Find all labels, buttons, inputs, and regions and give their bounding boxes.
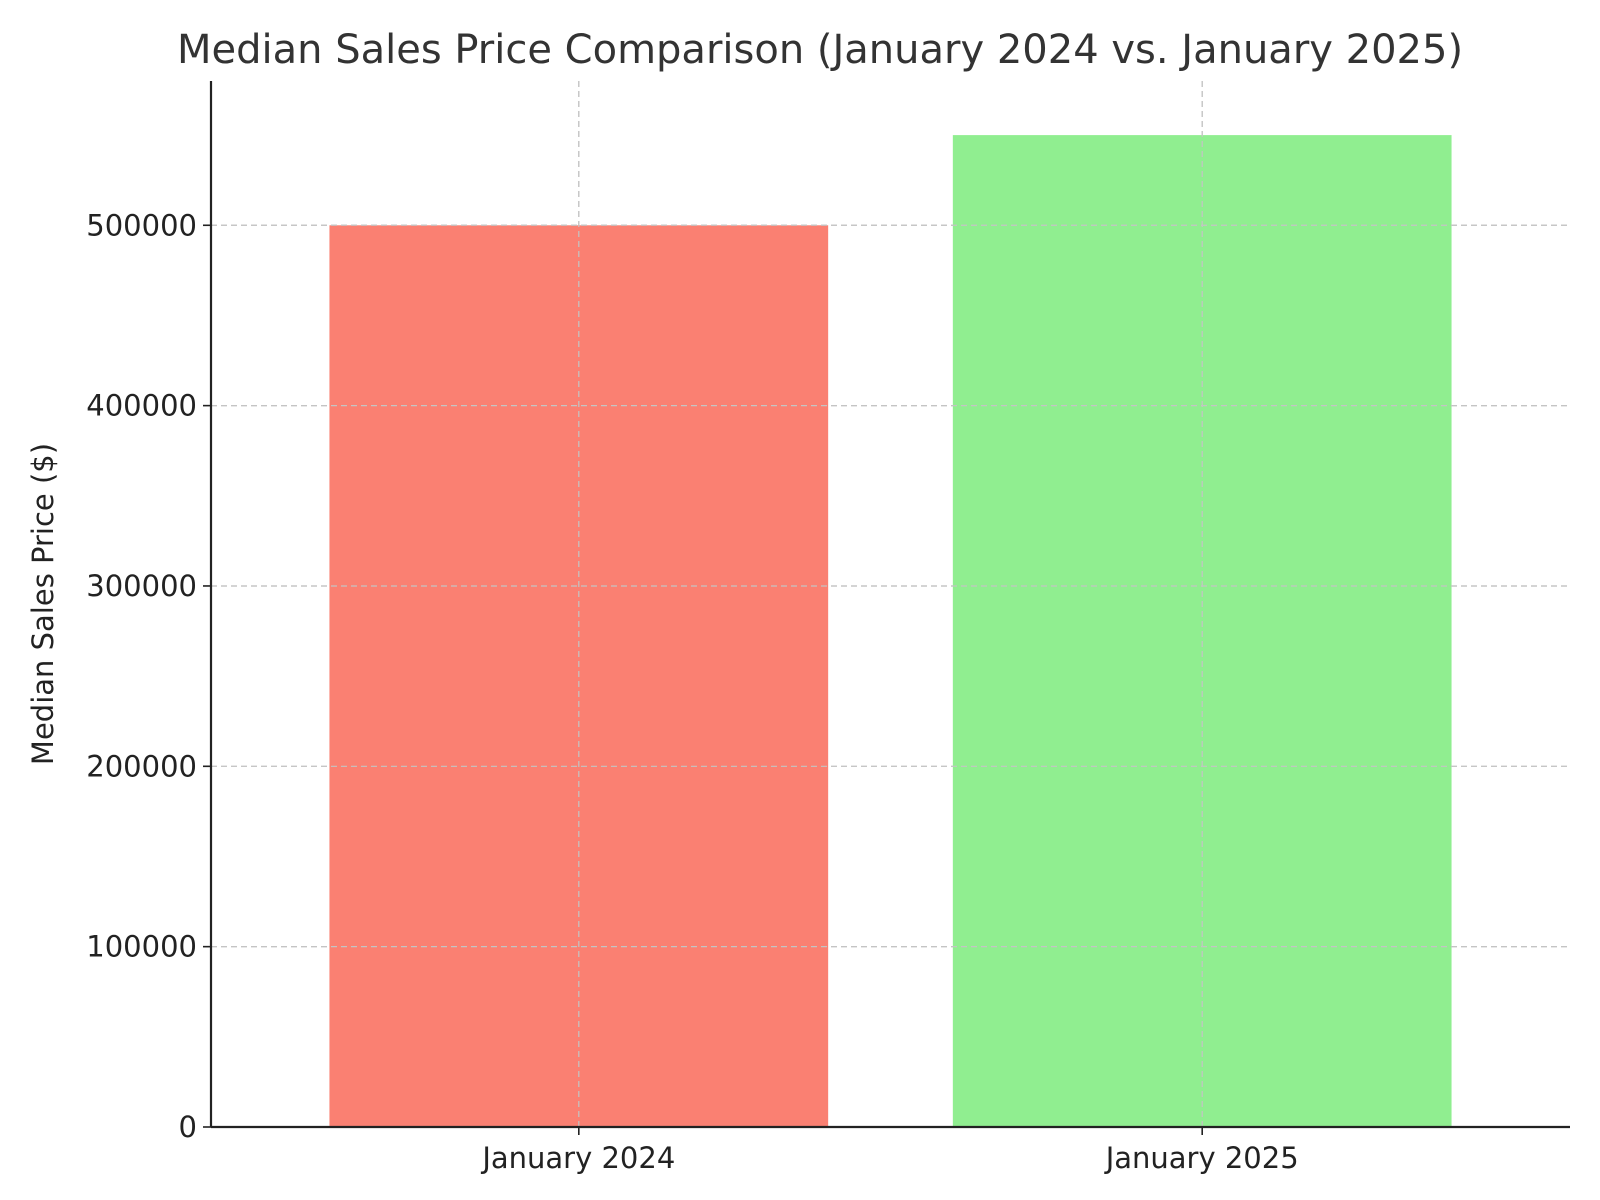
y-tick-label: 500000 xyxy=(86,208,197,242)
y-axis-ticks: 0 100000 200000 300000 400000 500000 xyxy=(86,208,211,1144)
y-tick-label: 200000 xyxy=(86,749,197,783)
bars xyxy=(329,135,1452,1127)
y-axis-label: Median Sales Price ($) xyxy=(26,443,60,765)
axes xyxy=(209,81,1570,1129)
chart-title: Median Sales Price Comparison (January 2… xyxy=(177,27,1463,73)
y-tick-label: 0 xyxy=(179,1110,197,1144)
x-tick-label: January 2024 xyxy=(480,1141,675,1175)
x-tick-label: January 2025 xyxy=(1104,1141,1299,1175)
gridlines-overlay xyxy=(211,81,1570,1127)
y-tick-label: 300000 xyxy=(86,569,197,603)
x-axis-ticks: January 2024 January 2025 xyxy=(480,1127,1299,1175)
y-tick-label: 100000 xyxy=(86,930,197,964)
y-tick-label: 400000 xyxy=(86,389,197,423)
